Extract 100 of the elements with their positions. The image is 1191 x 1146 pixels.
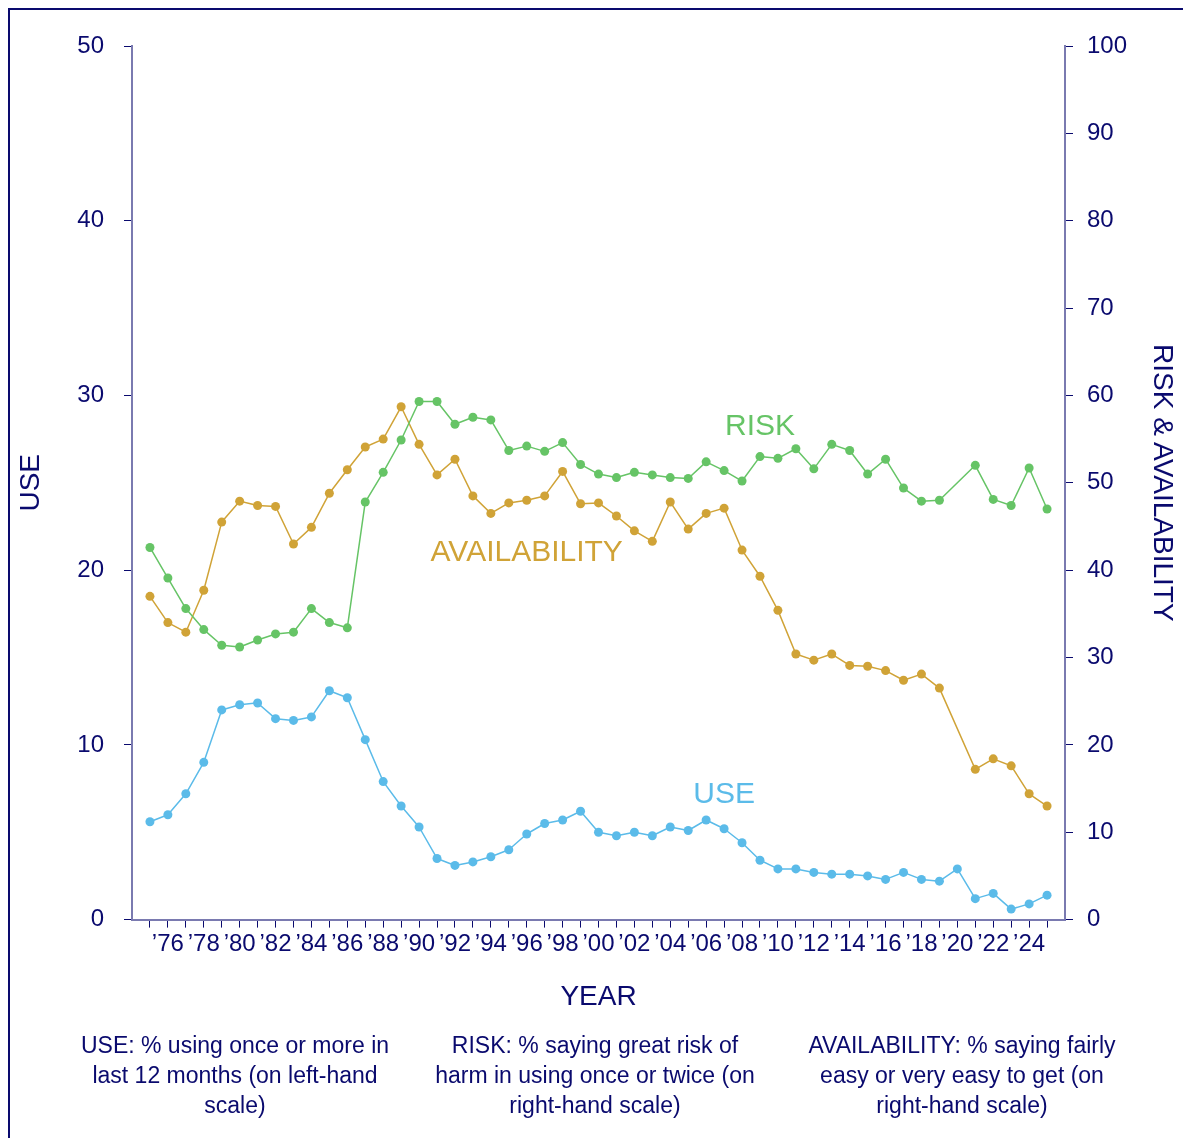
y2-tick-label: 10 xyxy=(1087,816,1114,844)
point xyxy=(791,444,801,454)
point xyxy=(827,869,837,879)
point xyxy=(306,712,316,722)
y2-axis-title: RISK & AVAILABILITY xyxy=(1148,344,1180,622)
point xyxy=(665,497,675,507)
point xyxy=(899,483,909,493)
point xyxy=(719,503,729,513)
point xyxy=(611,473,621,483)
x-tick-label: ’24 xyxy=(1013,928,1046,956)
point xyxy=(450,419,460,429)
point xyxy=(988,754,998,764)
point xyxy=(719,824,729,834)
point xyxy=(378,467,388,477)
x-tick-label: ’16 xyxy=(869,928,902,956)
point xyxy=(1024,789,1034,799)
point xyxy=(701,457,711,467)
point xyxy=(199,625,209,635)
y2-tick-label: 50 xyxy=(1087,467,1114,495)
point xyxy=(378,777,388,787)
point xyxy=(199,585,209,595)
point xyxy=(701,508,711,518)
point xyxy=(611,831,621,841)
point xyxy=(288,715,298,725)
point xyxy=(934,876,944,886)
point xyxy=(916,669,926,679)
point xyxy=(1042,801,1052,811)
x-tick-label: ’08 xyxy=(726,928,759,956)
point xyxy=(719,466,729,476)
point xyxy=(791,864,801,874)
x-tick-label: ’14 xyxy=(833,928,866,956)
point xyxy=(881,454,891,464)
point xyxy=(737,476,747,486)
point xyxy=(163,618,173,628)
y-tick-label: 50 xyxy=(77,30,104,58)
point xyxy=(970,764,980,774)
point xyxy=(576,806,586,816)
point xyxy=(845,869,855,879)
point xyxy=(468,412,478,422)
y-axis-title: USE xyxy=(13,454,45,512)
x-tick-label: ’06 xyxy=(690,928,723,956)
point xyxy=(558,815,568,825)
y2-tick-label: 0 xyxy=(1087,904,1101,932)
point xyxy=(360,442,370,452)
point xyxy=(558,438,568,448)
point xyxy=(522,441,532,451)
point xyxy=(934,495,944,505)
point xyxy=(181,604,191,614)
point xyxy=(773,453,783,463)
point xyxy=(145,591,155,601)
x-tick-label: ’98 xyxy=(546,928,579,956)
point xyxy=(881,666,891,676)
point xyxy=(306,604,316,614)
x-tick-label: ’88 xyxy=(367,928,400,956)
text: AVAILABILITY: % saying fairly easy or very easy to get (on right-hand scale) xyxy=(807,1031,1117,1120)
point xyxy=(881,874,891,884)
point xyxy=(540,446,550,456)
y-tick-label: 40 xyxy=(77,205,104,233)
point xyxy=(629,467,639,477)
y2-tick-label: 30 xyxy=(1087,642,1114,670)
point xyxy=(863,469,873,479)
x-tick-label: ’76 xyxy=(151,928,184,956)
point xyxy=(737,545,747,555)
point xyxy=(899,867,909,877)
point xyxy=(647,536,657,546)
y-tick-label: 20 xyxy=(77,554,104,582)
point xyxy=(845,660,855,670)
y2-tick-label: 70 xyxy=(1087,292,1114,320)
point xyxy=(504,498,514,508)
point xyxy=(217,517,227,527)
point xyxy=(235,700,245,710)
point xyxy=(342,693,352,703)
y2-tick-label: 20 xyxy=(1087,729,1114,757)
point xyxy=(288,627,298,637)
point xyxy=(1006,904,1016,914)
point xyxy=(522,829,532,839)
y-tick-label: 30 xyxy=(77,380,104,408)
y2-tick-label: 60 xyxy=(1087,380,1114,408)
point xyxy=(504,845,514,855)
point xyxy=(199,757,209,767)
point xyxy=(791,649,801,659)
x-tick-label: ’10 xyxy=(761,928,794,956)
point xyxy=(809,655,819,665)
point xyxy=(288,539,298,549)
point xyxy=(809,867,819,877)
point xyxy=(360,497,370,507)
point xyxy=(522,495,532,505)
point xyxy=(755,571,765,581)
point xyxy=(145,542,155,552)
point xyxy=(863,871,873,881)
point xyxy=(432,853,442,863)
point xyxy=(342,623,352,633)
point xyxy=(324,488,334,498)
point xyxy=(558,466,568,476)
point xyxy=(163,810,173,820)
point xyxy=(396,801,406,811)
point xyxy=(1042,890,1052,900)
x-tick-label: ’22 xyxy=(977,928,1010,956)
point xyxy=(306,522,316,532)
point xyxy=(665,822,675,832)
